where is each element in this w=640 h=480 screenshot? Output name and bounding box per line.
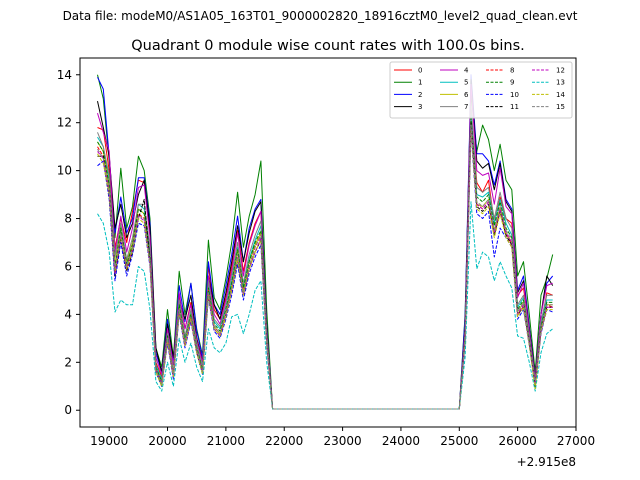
- y-tick-label: 4: [64, 307, 72, 321]
- x-tick-label: 19000: [90, 434, 128, 448]
- x-tick-label: 24000: [382, 434, 420, 448]
- legend-label-4: 4: [464, 67, 469, 75]
- legend-label-0: 0: [418, 67, 422, 75]
- legend-label-9: 9: [510, 79, 514, 87]
- series-line-15: [97, 124, 553, 410]
- y-tick-label: 10: [57, 164, 72, 178]
- chart-title: Quadrant 0 module wise count rates with …: [131, 38, 525, 54]
- legend-label-3: 3: [418, 103, 422, 111]
- legend-label-2: 2: [418, 91, 422, 99]
- x-tick-label: 22000: [265, 434, 303, 448]
- y-tick-label: 14: [57, 68, 72, 82]
- legend-box: [389, 61, 573, 119]
- x-tick-label: 20000: [148, 434, 186, 448]
- y-tick-label: 8: [64, 212, 72, 226]
- y-tick-label: 12: [57, 116, 72, 130]
- y-tick-label: 0: [64, 403, 72, 417]
- x-tick-label: 27000: [557, 434, 595, 448]
- legend-label-8: 8: [510, 67, 514, 75]
- y-tick-label: 2: [64, 355, 72, 369]
- legend-label-12: 12: [556, 67, 565, 75]
- x-tick-label: 25000: [440, 434, 478, 448]
- y-tick-label: 6: [64, 259, 72, 273]
- plot-frame: [79, 57, 577, 428]
- legend-label-14: 14: [556, 91, 565, 99]
- legend-label-1: 1: [418, 79, 422, 87]
- legend-label-15: 15: [556, 103, 565, 111]
- x-offset-label: +2.915e8: [517, 455, 576, 469]
- x-tick-label: 26000: [499, 434, 537, 448]
- x-tick-label: 23000: [323, 434, 361, 448]
- legend-label-5: 5: [464, 79, 468, 87]
- tick-layer: 19000 20000 21000 22000 23000 24000 25000 26000…: [57, 68, 595, 448]
- legend-label-13: 13: [556, 79, 565, 87]
- legend-label-11: 11: [510, 103, 519, 111]
- legend-label-7: 7: [464, 103, 468, 111]
- legend-label-10: 10: [510, 91, 519, 99]
- x-tick-label: 21000: [207, 434, 245, 448]
- series-layer: [97, 74, 554, 410]
- chart-suptitle: Data file: modeM0/AS1A05_163T01_90000028…: [63, 9, 578, 23]
- legend-label-6: 6: [464, 91, 469, 99]
